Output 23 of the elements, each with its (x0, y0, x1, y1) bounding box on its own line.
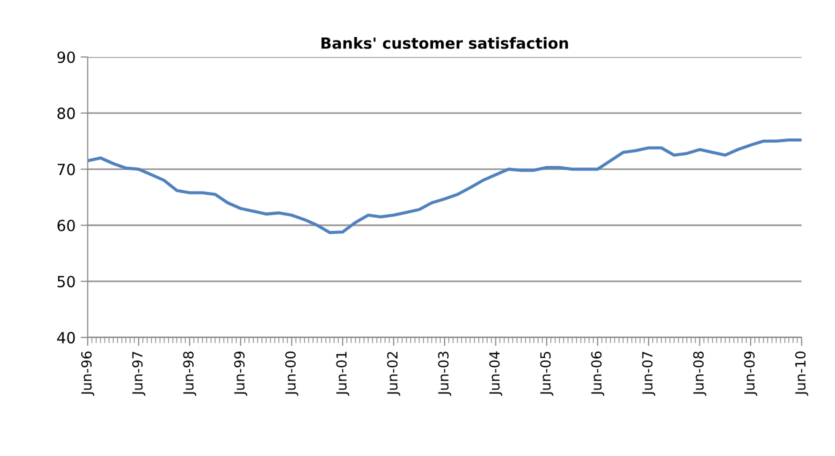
x-tick-label: Jun-96 (81, 352, 94, 396)
y-tick-label: 40 (57, 332, 75, 344)
x-tick-label: Jun-99 (234, 352, 248, 396)
line-series (88, 138, 802, 234)
y-tick-label: 50 (58, 276, 75, 288)
y-tick-label: 60 (57, 220, 75, 232)
x-tick-label: Jun-10 (795, 352, 808, 396)
x-tick-label: Jun-03 (438, 352, 452, 396)
x-tick-label: Jun-08 (693, 352, 706, 396)
x-tick-label: Jun-07 (642, 352, 656, 396)
x-tick-label: Jun-98 (183, 352, 196, 396)
chart-title: Banks' customer satisfaction (322, 37, 568, 49)
y-tick-label: 70 (58, 164, 75, 176)
x-tick-label: Jun-09 (744, 352, 758, 396)
x-tick-label: Jun-97 (132, 352, 146, 396)
x-tick-label: Jun-01 (336, 352, 350, 396)
x-tick-label: Jun-02 (387, 352, 400, 396)
x-tick-label: Jun-00 (285, 352, 298, 396)
x-tick-label: Jun-04 (489, 351, 502, 396)
x-tick-label: Jun-06 (591, 352, 604, 396)
y-tick-label: 80 (57, 108, 75, 120)
y-tick-label: 90 (57, 51, 75, 64)
x-tick-label: Jun-05 (540, 352, 554, 396)
